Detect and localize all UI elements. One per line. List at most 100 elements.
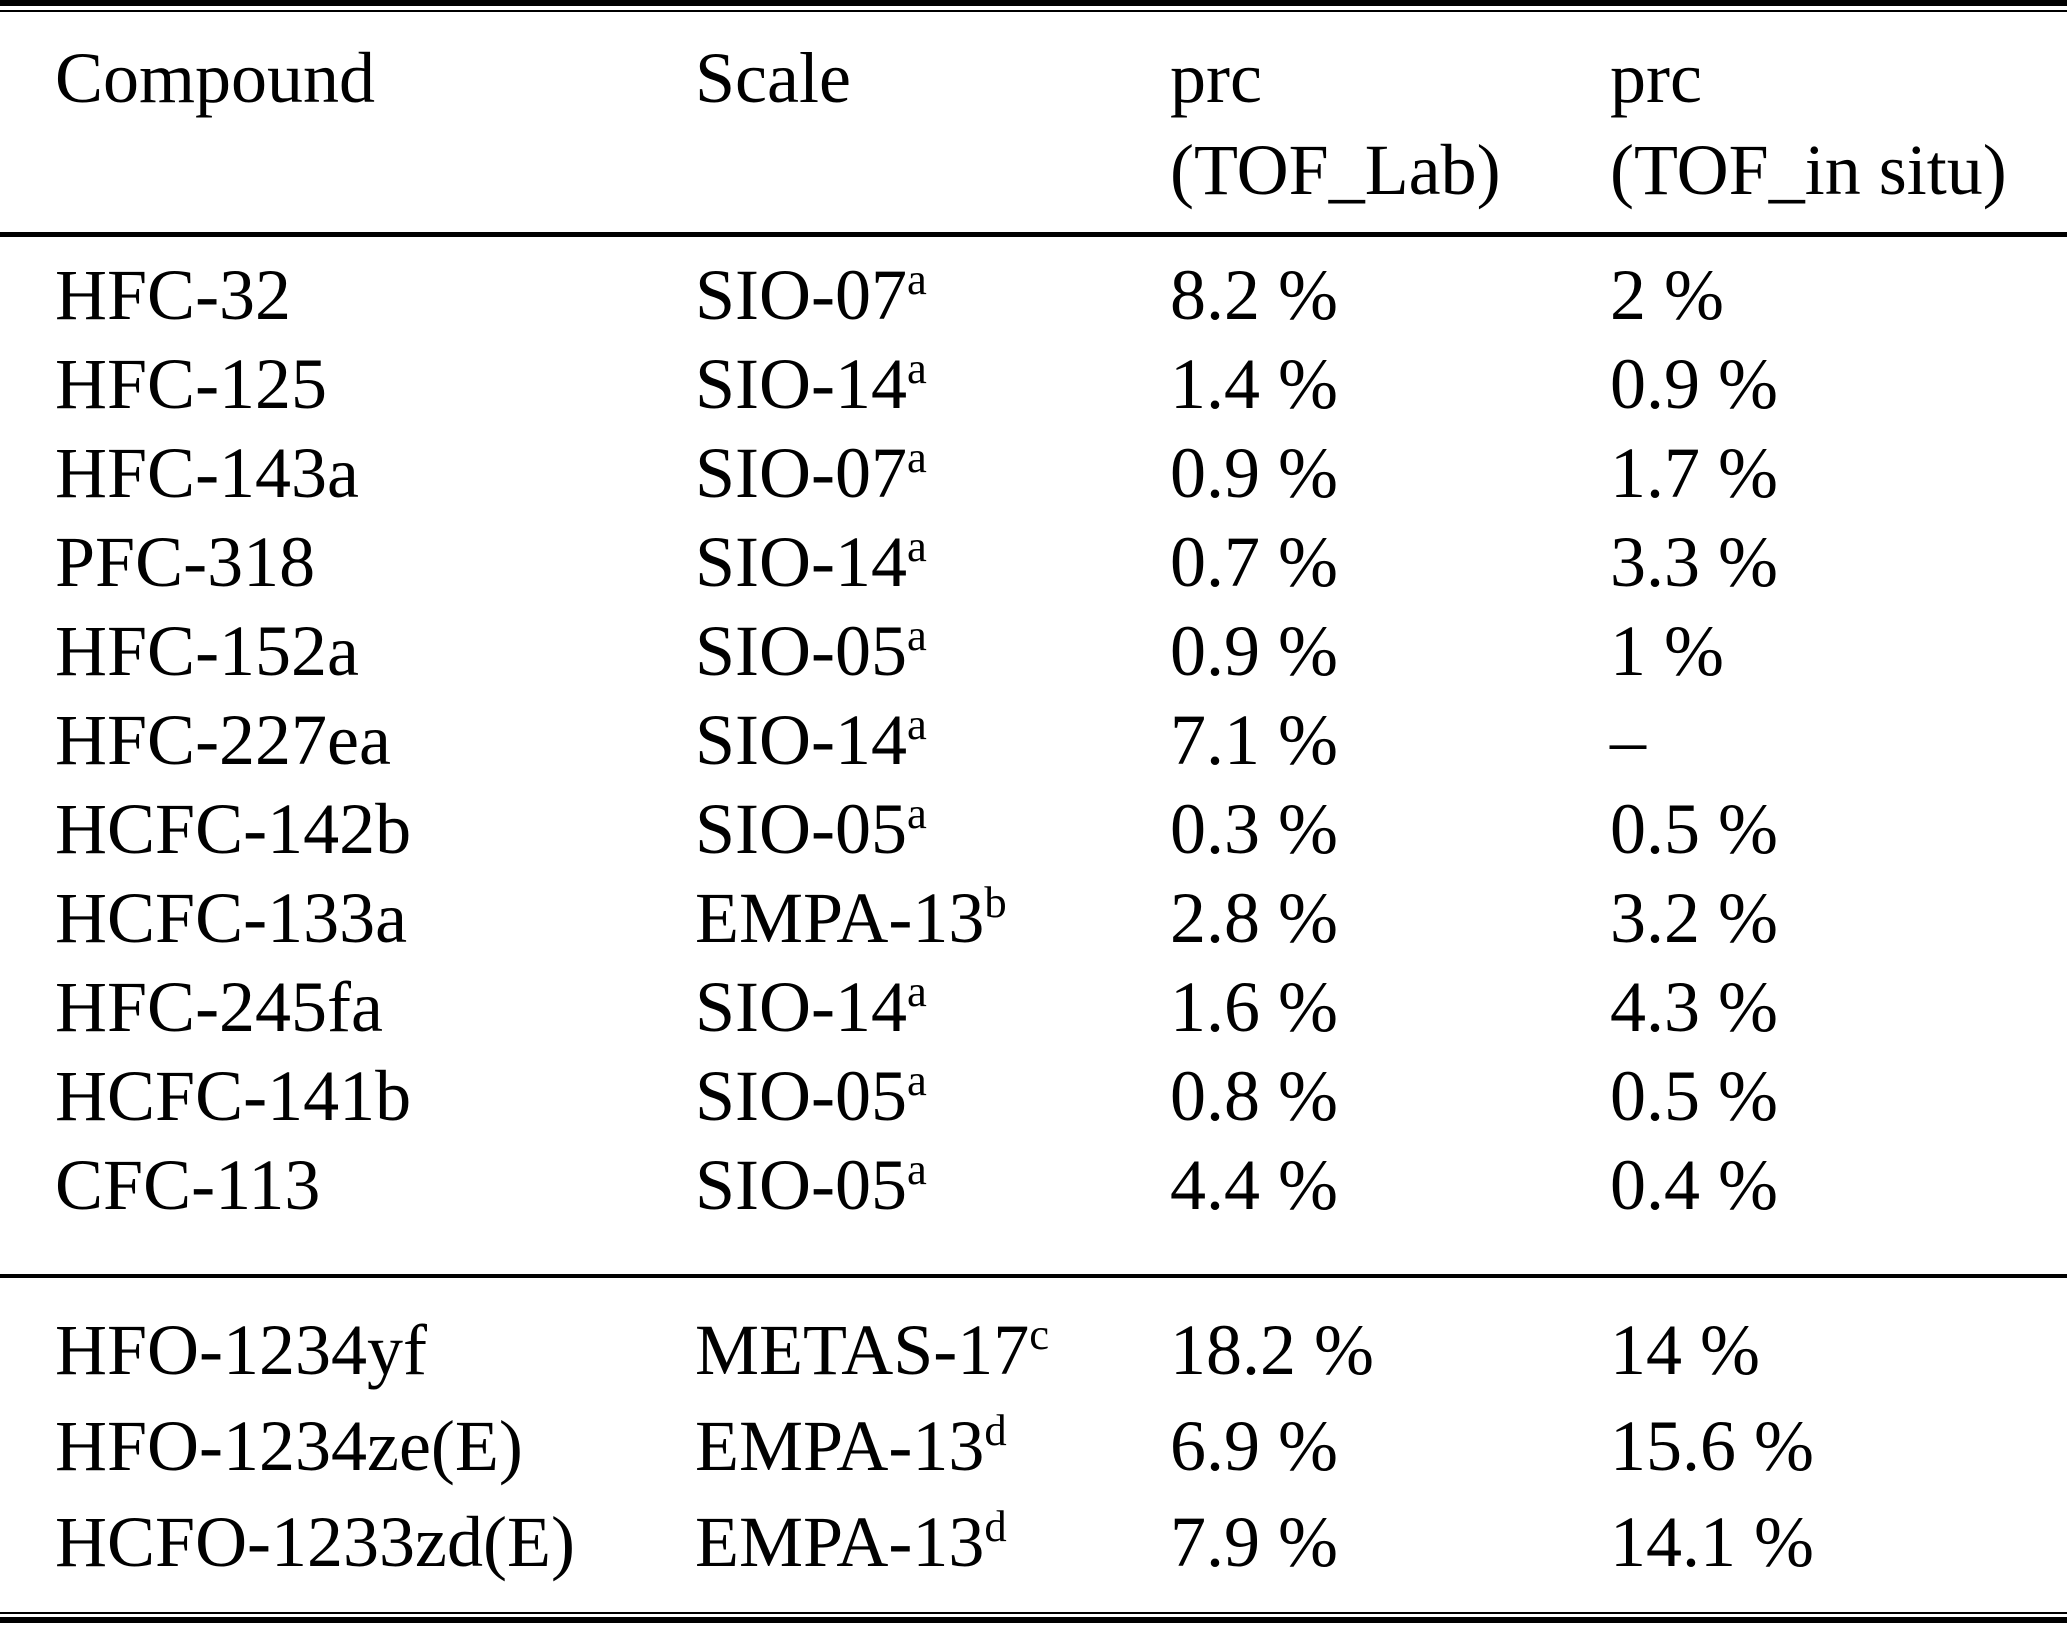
scale-footnote-marker: a bbox=[907, 343, 927, 393]
compound-cell: HFC-125 bbox=[55, 344, 328, 424]
header-prc-tof-insitu: prc (TOF_in situ) bbox=[1610, 12, 2067, 237]
prc-tof-insitu-cell: 3.3 % bbox=[1610, 522, 1778, 602]
scale-cell: SIO-07a bbox=[695, 254, 927, 335]
prc-tof-insitu-cell: 0.9 % bbox=[1610, 344, 1778, 424]
scale-cell: SIO-14a bbox=[695, 699, 927, 780]
scale-cell: EMPA-13d bbox=[695, 1501, 1007, 1582]
compound-cell: HCFC-133a bbox=[55, 878, 408, 958]
scale-footnote-marker: a bbox=[907, 1144, 927, 1194]
scale-footnote-marker: a bbox=[907, 521, 927, 571]
scale-footnote-marker: d bbox=[984, 1501, 1007, 1551]
prc-tof-lab-cell: 2.8 % bbox=[1170, 878, 1338, 958]
scale-cell: SIO-07a bbox=[695, 432, 927, 513]
prc-tof-lab-cell: 0.9 % bbox=[1170, 433, 1338, 513]
table-row: HFC-32 SIO-07a 8.2 % 2 % bbox=[0, 235, 2067, 341]
compound-cell: HFO-1234ze(E) bbox=[55, 1406, 523, 1486]
scale-footnote-marker: c bbox=[1029, 1309, 1050, 1359]
table-section-halocarbons: HFC-32 SIO-07a 8.2 % 2 % HFC-125 SIO-14a 1.4 %… bbox=[0, 235, 2067, 1277]
scale-footnote-marker: d bbox=[984, 1405, 1007, 1455]
table-row: HCFC-133a EMPA-13b 2.8 % 3.2 % bbox=[0, 874, 2067, 963]
table-section-hfos: HFO-1234yf METAS-17c 18.2 % 14 % HFO-1234ze(… bbox=[0, 1274, 2067, 1612]
prc-tof-lab-cell: 0.3 % bbox=[1170, 789, 1338, 869]
prc-tof-insitu-cell: 14.1 % bbox=[1610, 1502, 1814, 1582]
scale-footnote-marker: b bbox=[984, 877, 1007, 927]
top-rule-thin bbox=[0, 10, 2067, 12]
scale-cell: SIO-05a bbox=[695, 610, 927, 691]
prc-tof-insitu-cell: 3.2 % bbox=[1610, 878, 1778, 958]
data-table: Compound Scale prc (TOF_Lab) prc (TOF_in… bbox=[0, 12, 2067, 1612]
prc-tof-lab-cell: 7.9 % bbox=[1170, 1502, 1338, 1582]
header-prc-tof-insitu-line2: (TOF_in situ) bbox=[1610, 130, 2007, 210]
header-compound: Compound bbox=[0, 12, 695, 237]
prc-tof-insitu-cell: 15.6 % bbox=[1610, 1406, 1814, 1486]
prc-tof-insitu-cell: 1.7 % bbox=[1610, 433, 1778, 513]
prc-tof-lab-cell: 7.1 % bbox=[1170, 700, 1338, 780]
compound-cell: HCFC-142b bbox=[55, 789, 412, 869]
top-rule-thick bbox=[0, 0, 2067, 6]
scale-cell: EMPA-13b bbox=[695, 877, 1007, 958]
scale-footnote-marker: a bbox=[907, 432, 927, 482]
header-row: Compound Scale prc (TOF_Lab) prc (TOF_in… bbox=[0, 12, 2067, 237]
table-row: HFO-1234yf METAS-17c 18.2 % 14 % bbox=[0, 1274, 2067, 1398]
compound-cell: HFC-32 bbox=[55, 255, 292, 335]
prc-tof-lab-cell: 6.9 % bbox=[1170, 1406, 1338, 1486]
prc-tof-lab-cell: 0.7 % bbox=[1170, 522, 1338, 602]
prc-tof-lab-cell: 0.9 % bbox=[1170, 611, 1338, 691]
scale-cell: SIO-05a bbox=[695, 1144, 927, 1225]
prc-tof-lab-cell: 8.2 % bbox=[1170, 255, 1338, 335]
scale-footnote-marker: a bbox=[907, 254, 927, 304]
table-row: HFC-227ea SIO-14a 7.1 % – bbox=[0, 696, 2067, 785]
table-row: HFO-1234ze(E) EMPA-13d 6.9 % 15.6 % bbox=[0, 1398, 2067, 1494]
compound-cell: HCFO-1233zd(E) bbox=[55, 1502, 575, 1582]
bottom-rule-thick bbox=[0, 1617, 2067, 1623]
table-row: HFC-125 SIO-14a 1.4 % 0.9 % bbox=[0, 340, 2067, 429]
scale-cell: EMPA-13d bbox=[695, 1405, 1007, 1486]
compound-cell: HFC-227ea bbox=[55, 700, 391, 780]
compound-cell: HCFC-141b bbox=[55, 1056, 412, 1136]
scale-cell: SIO-05a bbox=[695, 1055, 927, 1136]
scale-footnote-marker: a bbox=[907, 610, 927, 660]
compound-cell: HFO-1234yf bbox=[0, 1274, 695, 1398]
prc-tof-insitu-cell: 1 % bbox=[1610, 611, 1724, 691]
prc-tof-insitu-cell: 0.5 % bbox=[1610, 1056, 1778, 1136]
compound-cell: HFC-152a bbox=[55, 611, 359, 691]
compound-cell: HFC-143a bbox=[55, 433, 359, 513]
table-header: Compound Scale prc (TOF_Lab) prc (TOF_in… bbox=[0, 12, 2067, 237]
bottom-rule-thin bbox=[0, 1612, 2067, 1614]
compound-cell: PFC-318 bbox=[55, 522, 316, 602]
header-scale-label: Scale bbox=[695, 38, 851, 118]
table-row: CFC-113 SIO-05a 4.4 % 0.4 % bbox=[0, 1141, 2067, 1276]
table-row: HFC-152a SIO-05a 0.9 % 1 % bbox=[0, 607, 2067, 696]
scale-footnote-marker: a bbox=[907, 1055, 927, 1105]
table-row: HCFC-142b SIO-05a 0.3 % 0.5 % bbox=[0, 785, 2067, 874]
table-row: PFC-318 SIO-14a 0.7 % 3.3 % bbox=[0, 518, 2067, 607]
header-prc-tof-lab-line1: prc bbox=[1170, 38, 1262, 118]
compound-cell: HFC-245fa bbox=[55, 967, 383, 1047]
prc-tof-lab-cell: 18.2 % bbox=[1170, 1274, 1610, 1398]
prc-tof-lab-cell: 4.4 % bbox=[1170, 1145, 1338, 1225]
scale-footnote-marker: a bbox=[907, 699, 927, 749]
header-scale: Scale bbox=[695, 12, 1170, 237]
prc-tof-insitu-cell: 0.4 % bbox=[1610, 1145, 1778, 1225]
scale-cell: METAS-17c bbox=[695, 1274, 1170, 1398]
prc-tof-insitu-cell: 14 % bbox=[1610, 1274, 2067, 1398]
scale-cell: SIO-14a bbox=[695, 521, 927, 602]
prc-tof-insitu-cell: 0.5 % bbox=[1610, 789, 1778, 869]
scale-footnote-marker: a bbox=[907, 788, 927, 838]
prc-tof-lab-cell: 1.6 % bbox=[1170, 967, 1338, 1047]
table-row: HCFO-1233zd(E) EMPA-13d 7.9 % 14.1 % bbox=[0, 1494, 2067, 1612]
prc-tof-insitu-cell: 4.3 % bbox=[1610, 967, 1778, 1047]
table-row: HCFC-141b SIO-05a 0.8 % 0.5 % bbox=[0, 1052, 2067, 1141]
header-prc-tof-lab: prc (TOF_Lab) bbox=[1170, 12, 1610, 237]
prc-tof-insitu-cell: – bbox=[1610, 700, 1646, 780]
scale-cell: SIO-14a bbox=[695, 966, 927, 1047]
table-row: HFC-143a SIO-07a 0.9 % 1.7 % bbox=[0, 429, 2067, 518]
header-prc-tof-insitu-line1: prc bbox=[1610, 38, 1702, 118]
table-row: HFC-245fa SIO-14a 1.6 % 4.3 % bbox=[0, 963, 2067, 1052]
header-compound-label: Compound bbox=[55, 38, 376, 118]
prc-tof-insitu-cell: 2 % bbox=[1610, 255, 1724, 335]
scale-footnote-marker: a bbox=[907, 966, 927, 1016]
header-prc-tof-lab-line2: (TOF_Lab) bbox=[1170, 130, 1501, 210]
scale-cell: SIO-14a bbox=[695, 343, 927, 424]
